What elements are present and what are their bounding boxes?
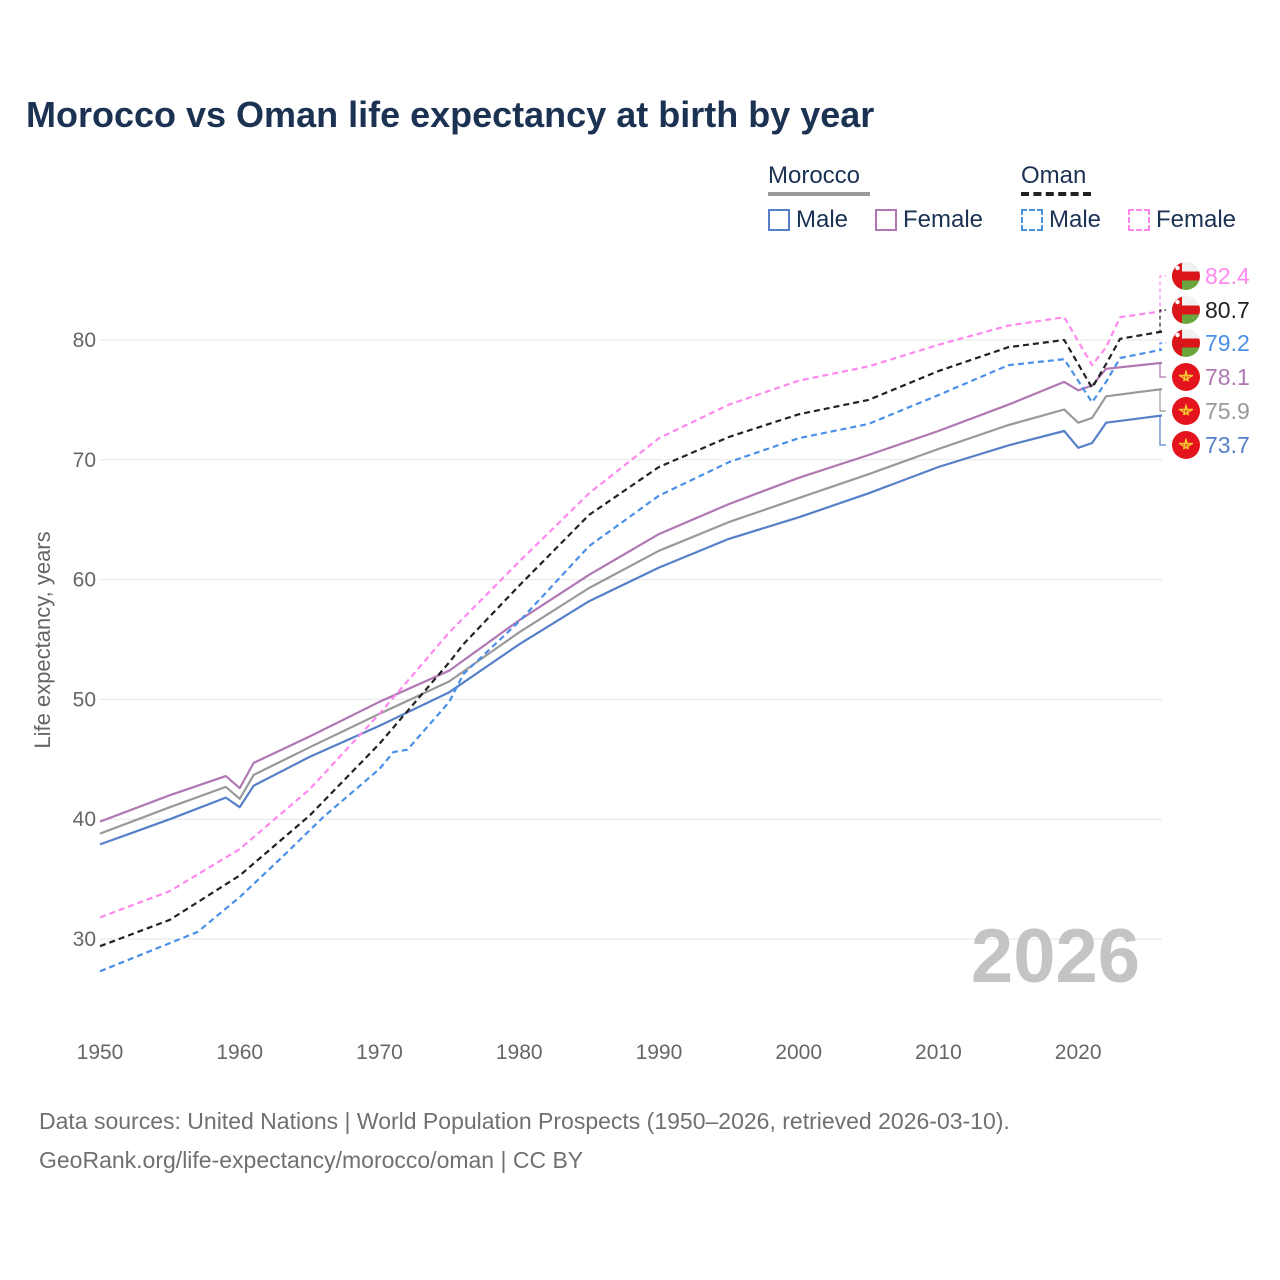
y-tick-80: 80 (73, 329, 96, 352)
morocco-flag-star (1178, 404, 1194, 416)
oman-flag-emblem (1175, 299, 1180, 305)
footer-link: GeoRank.org/life-expectancy/morocco/oman… (39, 1147, 584, 1173)
oman-flag-green (1172, 280, 1200, 290)
series-oman-male (99, 348, 1163, 973)
end-label-82.4: 82.4 (1205, 263, 1250, 289)
oman-flag-green (1172, 347, 1200, 357)
x-tick-2010: 2010 (915, 1041, 962, 1064)
legend-morocco-title: Morocco (768, 162, 861, 189)
legend-morocco-female[interactable]: Female (875, 206, 983, 234)
legend-morocco-male-label: Male (796, 206, 849, 233)
morocco-flag-icon (1172, 363, 1200, 391)
connector-75.9 (1159, 388, 1166, 412)
y-axis-label: Life expectancy, years (30, 531, 55, 748)
legend-oman-male-swatch (1021, 209, 1043, 231)
end-label-75.9: 75.9 (1205, 398, 1250, 424)
morocco-flag-star (1178, 370, 1194, 382)
connector-79.2 (1159, 342, 1166, 351)
oman-flag-emblem (1175, 265, 1180, 271)
oman-flag-red (1172, 271, 1200, 281)
end-labels: 82.4 80.7 79.2 78.1 75.9 73.7 (1172, 262, 1250, 459)
oman-flag-white (1172, 262, 1200, 272)
series-lines (99, 310, 1163, 973)
legend-oman-female-label: Female (1156, 206, 1237, 233)
series-oman-female (99, 310, 1163, 919)
connector-82.4 (1159, 275, 1166, 312)
oman-flag-red (1172, 338, 1200, 348)
legend-oman-male[interactable]: Male (1021, 206, 1101, 234)
x-tick-labels: 1950 1960 1970 1980 1990 2000 2010 2020 (77, 1041, 1102, 1064)
series-oman-total (99, 330, 1163, 948)
series-morocco-male (99, 414, 1163, 846)
grid-lines (100, 339, 1162, 940)
oman-flag-red (1172, 305, 1200, 315)
series-morocco-female (99, 361, 1163, 823)
morocco-flag-icon (1172, 431, 1200, 459)
year-watermark: 2026 (971, 914, 1140, 999)
oman-flag-hoist (1172, 296, 1182, 324)
end-label-73.7: 73.7 (1205, 432, 1250, 458)
footer-source: Data sources: United Nations | World Pop… (39, 1108, 1010, 1134)
oman-flag-white (1172, 296, 1200, 306)
legend-morocco-line (768, 192, 870, 196)
oman-flag-fill (1172, 262, 1200, 290)
end-label-brackets (1159, 275, 1166, 446)
x-tick-1990: 1990 (636, 1041, 683, 1064)
legend-oman-female[interactable]: Female (1128, 206, 1236, 234)
connector-73.7 (1159, 414, 1166, 446)
legend-oman-male-label: Male (1049, 206, 1102, 233)
x-tick-1970: 1970 (356, 1041, 403, 1064)
oman-flag-hoist (1172, 262, 1182, 290)
end-label-78.1: 78.1 (1205, 364, 1250, 390)
x-tick-2020: 2020 (1055, 1041, 1102, 1064)
legend-morocco-male[interactable]: Male (768, 206, 848, 234)
morocco-flag-fill (1172, 431, 1200, 459)
morocco-flag-star (1178, 438, 1194, 450)
morocco-flag-icon (1172, 397, 1200, 425)
x-tick-1950: 1950 (77, 1041, 124, 1064)
oman-flag-emblem (1175, 332, 1180, 338)
oman-flag-fill (1172, 329, 1200, 357)
oman-flag-icon (1172, 296, 1200, 324)
x-tick-1960: 1960 (216, 1041, 263, 1064)
legend-oman-title: Oman (1021, 162, 1087, 189)
y-tick-70: 70 (73, 449, 96, 472)
y-tick-50: 50 (73, 688, 96, 711)
x-tick-1980: 1980 (496, 1041, 543, 1064)
chart-title: Morocco vs Oman life expectancy at birth… (26, 94, 875, 135)
legend-morocco-male-swatch (768, 209, 790, 231)
morocco-flag-fill (1172, 397, 1200, 425)
oman-flag-hoist (1172, 329, 1182, 357)
legend-oman-female-swatch (1128, 209, 1150, 231)
oman-flag-green (1172, 314, 1200, 324)
series-morocco-total (99, 388, 1163, 835)
end-label-79.2: 79.2 (1205, 330, 1250, 356)
y-tick-labels: 30 40 50 60 70 80 (73, 329, 96, 951)
oman-flag-fill (1172, 296, 1200, 324)
x-tick-2000: 2000 (775, 1041, 822, 1064)
legend-oman-line (1021, 192, 1091, 196)
connector-78.1 (1159, 362, 1166, 378)
end-label-80.7: 80.7 (1205, 297, 1250, 323)
y-tick-30: 30 (73, 928, 96, 951)
morocco-flag-fill (1172, 363, 1200, 391)
oman-flag-icon (1172, 262, 1200, 290)
oman-flag-icon (1172, 329, 1200, 357)
legend-morocco-female-label: Female (903, 206, 984, 233)
connector-80.7 (1159, 309, 1166, 333)
legend-morocco-female-swatch (875, 209, 897, 231)
y-tick-60: 60 (73, 569, 96, 592)
y-tick-40: 40 (73, 808, 96, 831)
oman-flag-white (1172, 329, 1200, 339)
